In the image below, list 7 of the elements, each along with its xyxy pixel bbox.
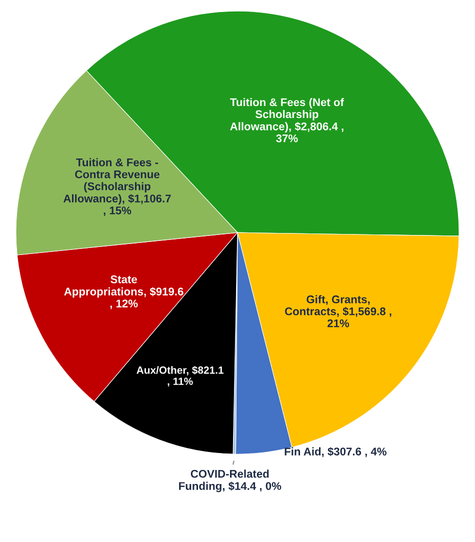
slice-label: COVID-Related Funding, $14.4 , 0% [179, 470, 282, 492]
slice-label: Fin Aid, $307.6 , 4% [284, 447, 386, 458]
slice-label: Tuition & Fees (Net of Scholarship Allowance), $2,806.4 , 37% [230, 98, 344, 142]
slice-label: State Appropriations, $919.6 , 12% [64, 275, 184, 310]
slice-label: Tuition & Fees - Contra Revenue (Scholarship Allowance), $1,106.7 , 15% [63, 158, 171, 216]
slice-label: Gift, Grants, Contracts, $1,569.8 , 21% [285, 295, 392, 328]
slice-label: Aux/Other, $821.1 , 11% [136, 366, 224, 387]
